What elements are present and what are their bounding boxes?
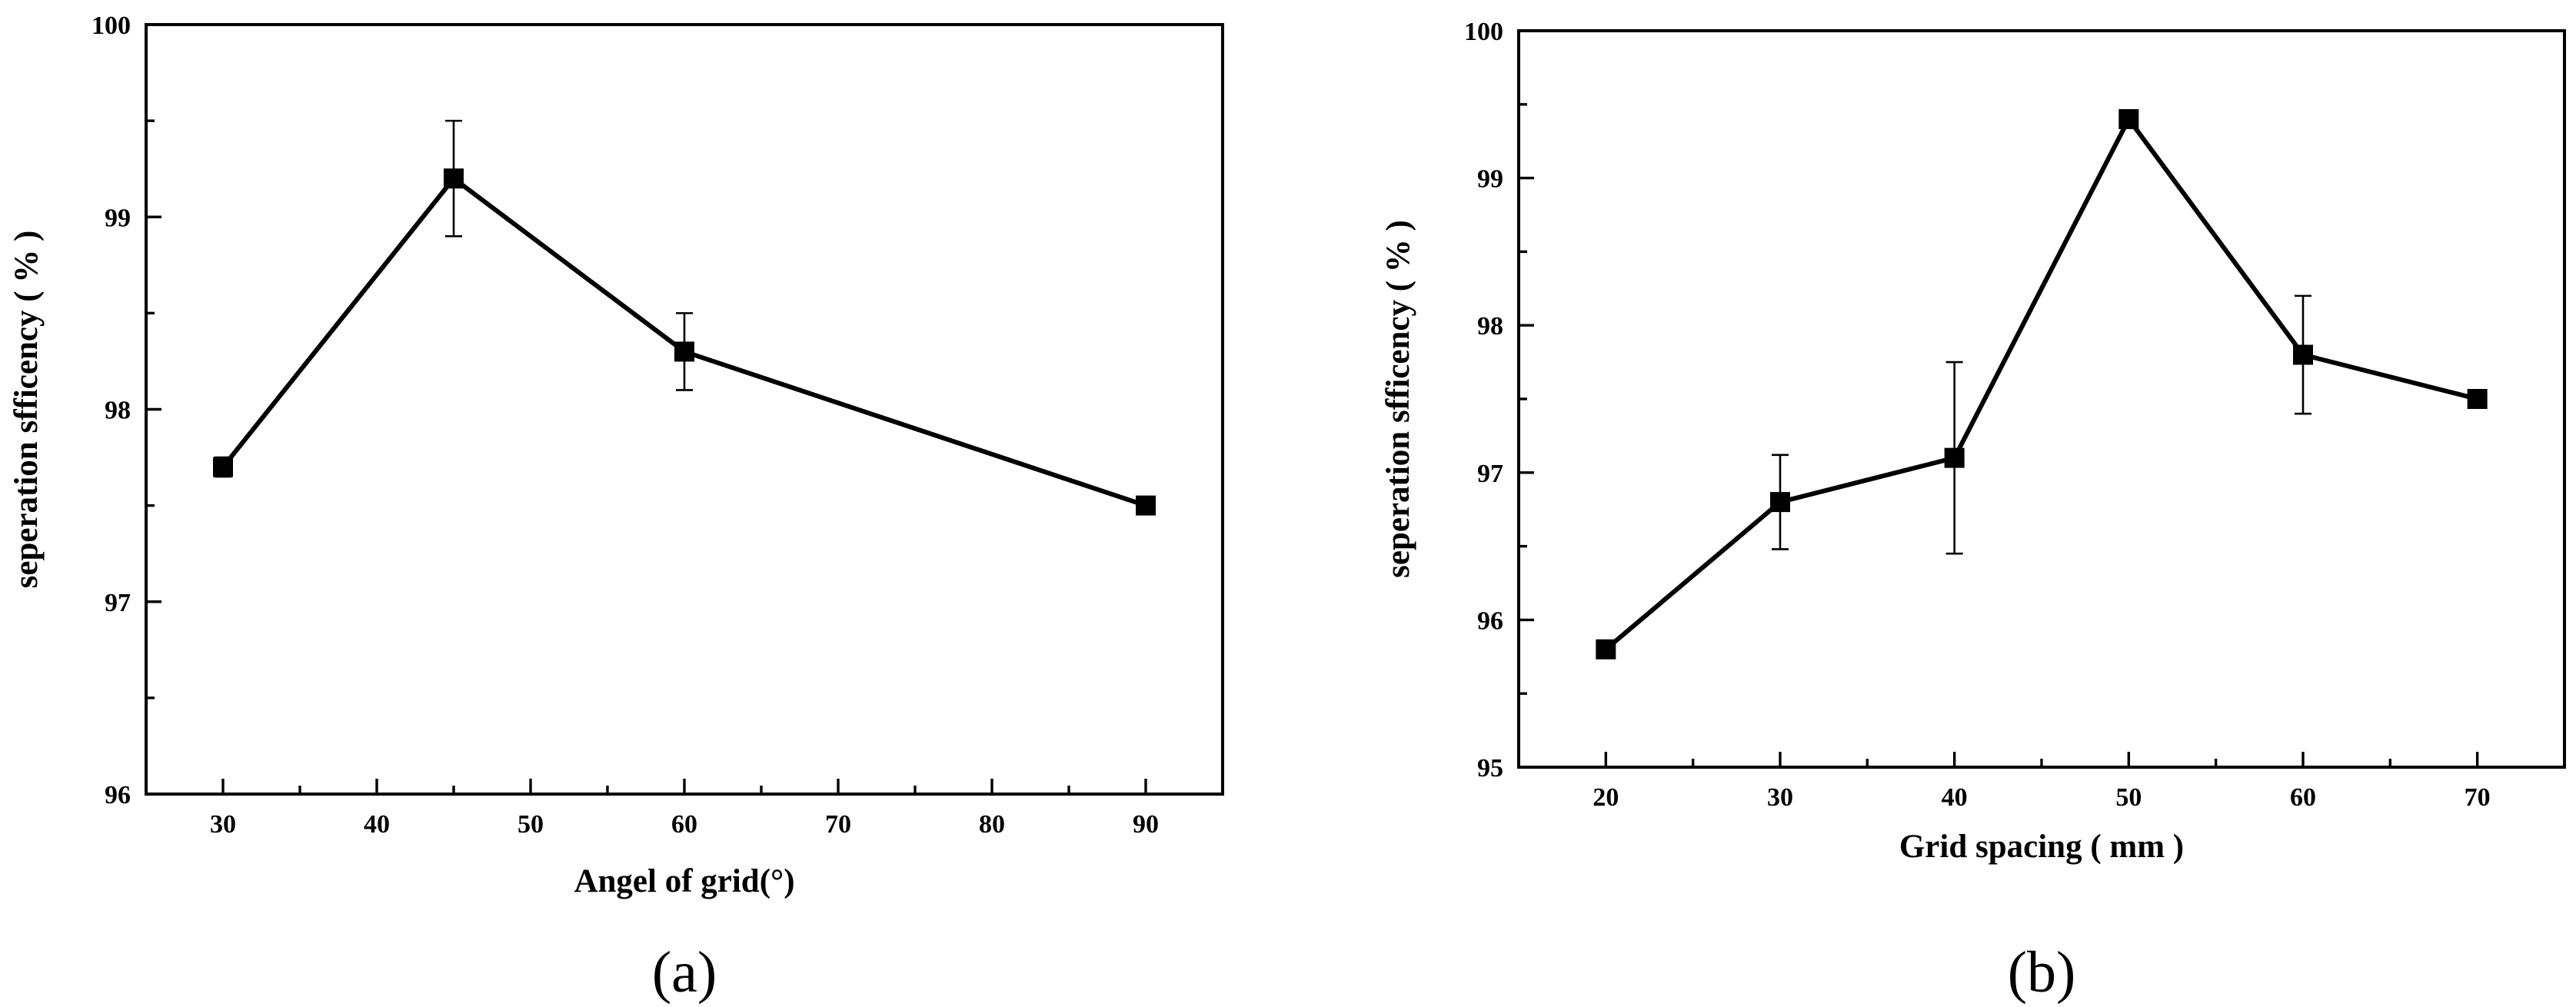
data-point <box>444 168 464 189</box>
series-line <box>221 175 1147 508</box>
x-tick-label: 30 <box>1767 783 1793 812</box>
panel-label: (b) <box>2008 940 2076 1005</box>
y-tick-label: 97 <box>105 589 131 617</box>
y-tick-label: 98 <box>105 397 131 425</box>
y-tick-label: 99 <box>105 204 131 232</box>
x-tick-label: 20 <box>1593 783 1619 812</box>
x-axis-label: Grid spacing ( mm ) <box>1899 829 2184 865</box>
x-axis-label: Angel of grid(°) <box>574 863 794 899</box>
data-point <box>2467 389 2488 409</box>
data-point <box>1770 492 1790 513</box>
x-tick-label: 80 <box>979 810 1005 839</box>
x-tick-label: 60 <box>2290 783 2316 812</box>
data-point <box>674 341 694 362</box>
data-point <box>1944 447 1965 468</box>
plot-frame <box>1517 29 2566 769</box>
y-tick-label: 96 <box>1477 607 1503 635</box>
series-line <box>1604 115 2478 652</box>
x-tick-label: 50 <box>518 810 544 839</box>
chart-panel-a: 30 40 50 60 70 80 90 96 97 98 99 100 Angel of grid(°… <box>8 12 1224 1005</box>
y-tick-label: 99 <box>1477 165 1503 194</box>
x-tick-label: 70 <box>2465 783 2491 812</box>
y-tick-label: 96 <box>105 781 131 809</box>
x-tick-label: 70 <box>825 810 851 839</box>
panel-label: (a) <box>652 940 717 1005</box>
data-point <box>2293 344 2313 365</box>
x-tick-label: 40 <box>364 810 390 839</box>
data-point <box>1136 495 1156 516</box>
x-tick-label: 40 <box>1942 783 1968 812</box>
x-tick-label: 60 <box>671 810 697 839</box>
chart-panel-b: 20 30 40 50 60 70 95 96 97 98 99 100 Grid spacing ( … <box>1380 18 2566 1005</box>
y-tick-label: 100 <box>92 12 131 40</box>
data-point <box>2118 108 2139 129</box>
x-tick-label: 50 <box>2115 783 2142 812</box>
y-tick-label: 98 <box>1477 312 1503 341</box>
y-tick-label: 100 <box>1464 18 1503 46</box>
y-axis-label: seperation sfficency ( % ) <box>8 231 45 589</box>
x-tick-label: 30 <box>210 810 236 839</box>
data-point <box>213 457 233 477</box>
x-tick-label: 90 <box>1133 810 1159 839</box>
plot-frame <box>145 23 1224 796</box>
y-tick-label: 97 <box>1477 460 1503 488</box>
y-tick-label: 95 <box>1477 754 1503 783</box>
y-axis-label: seperation sfficency ( % ) <box>1380 220 1416 578</box>
data-point <box>1596 639 1616 660</box>
